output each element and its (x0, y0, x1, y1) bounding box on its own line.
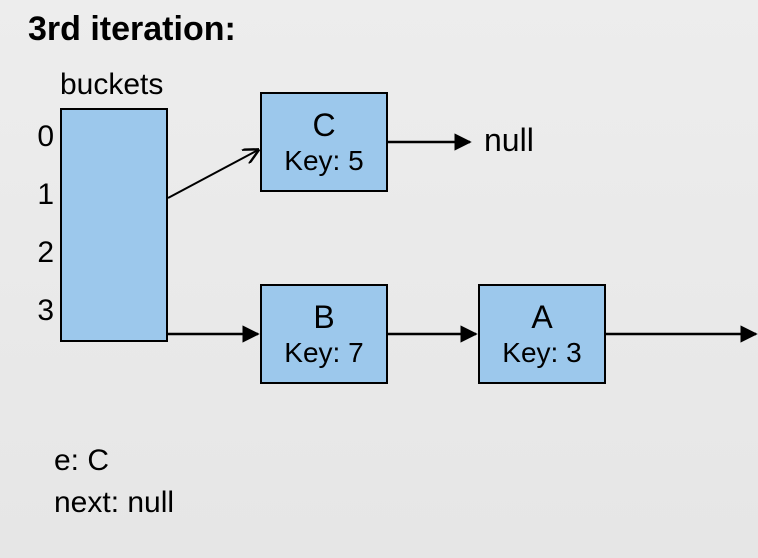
iteration-title: 3rd iteration: (28, 10, 236, 49)
node-C: C Key: 5 (260, 92, 388, 192)
bucket-index-2: 2 (24, 236, 54, 270)
node-C-key: Key: 5 (262, 144, 386, 178)
bucket-cell-2 (60, 224, 168, 284)
node-B: B Key: 7 (260, 284, 388, 384)
state-e: e: C (54, 444, 109, 478)
bucket-index-3: 3 (24, 294, 54, 328)
node-B-name: B (262, 298, 386, 336)
bucket-cell-1 (60, 166, 168, 226)
node-A-key: Key: 3 (480, 336, 604, 370)
diagram-canvas: 3rd iteration: buckets 0 1 2 3 C Key: 5 … (0, 0, 758, 558)
buckets-label: buckets (60, 68, 163, 102)
node-A-name: A (480, 298, 604, 336)
bucket-index-1: 1 (24, 178, 54, 212)
node-A: A Key: 3 (478, 284, 606, 384)
state-next: next: null (54, 486, 174, 520)
bucket-cell-0 (60, 108, 168, 168)
arrow-bucket1-to-C (168, 150, 258, 198)
null-label: null (484, 122, 534, 159)
node-C-name: C (262, 106, 386, 144)
bucket-cell-3 (60, 282, 168, 342)
bucket-index-0: 0 (24, 120, 54, 154)
node-B-key: Key: 7 (262, 336, 386, 370)
